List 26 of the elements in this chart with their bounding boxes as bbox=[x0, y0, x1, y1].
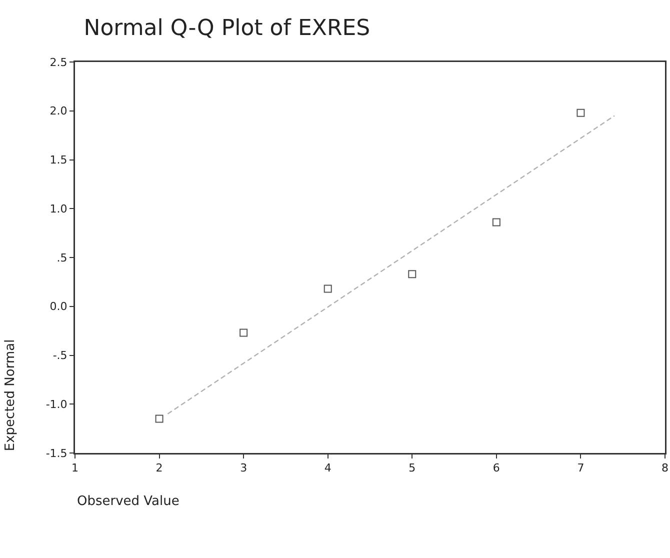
y-tick-label: 1.5 bbox=[50, 154, 68, 167]
point bbox=[408, 270, 416, 278]
point bbox=[324, 284, 332, 293]
y-tick-label: -1.5 bbox=[46, 446, 68, 460]
x-tick-label: 5 bbox=[408, 462, 416, 475]
y-tick-label: 2.0 bbox=[50, 104, 68, 118]
y-tick-label: 1.0 bbox=[50, 202, 68, 216]
y-tick-label: .5 bbox=[56, 251, 68, 264]
point bbox=[240, 328, 248, 337]
x-tick-label: 7 bbox=[577, 462, 584, 475]
point bbox=[576, 108, 585, 117]
y-tick-label: -.5 bbox=[52, 349, 68, 362]
chart-title: Normal Q-Q Plot of EXRES bbox=[84, 16, 370, 41]
x-tick-label: 6 bbox=[492, 462, 500, 475]
x-tick-label: 2 bbox=[156, 462, 163, 475]
x-tick-label: 4 bbox=[324, 462, 332, 475]
x-tick-label: 8 bbox=[662, 462, 668, 475]
point bbox=[155, 414, 164, 423]
x-axis-title: Observed Value bbox=[77, 494, 180, 509]
x-tick-label: 1 bbox=[72, 462, 78, 475]
y-axis-title: Expected Normal bbox=[3, 339, 18, 452]
y-tick-label: 2.5 bbox=[50, 56, 68, 69]
point bbox=[492, 218, 500, 226]
x-tick-label: 3 bbox=[240, 462, 248, 475]
y-tick-label: 0.0 bbox=[50, 300, 68, 314]
y-tick-label: -1.0 bbox=[46, 398, 68, 411]
